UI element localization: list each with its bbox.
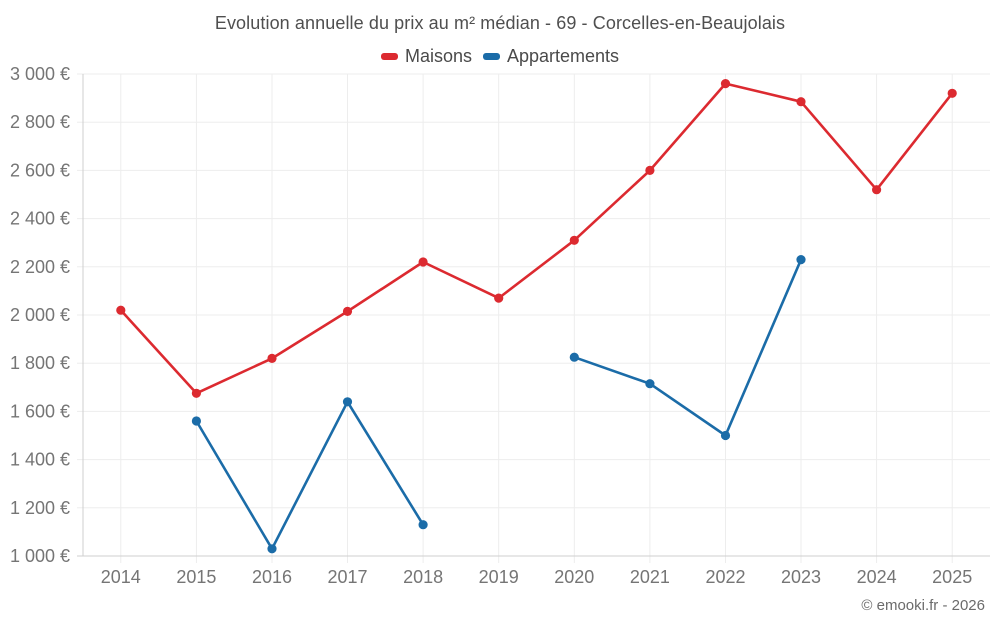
x-tick-label: 2024 bbox=[857, 567, 897, 587]
data-point-maisons-2024[interactable] bbox=[872, 185, 882, 195]
y-tick-label: 2 600 € bbox=[10, 160, 70, 180]
x-tick-label: 2014 bbox=[101, 567, 141, 587]
data-point-appartements-2018[interactable] bbox=[418, 520, 428, 530]
x-tick-label: 2021 bbox=[630, 567, 670, 587]
y-tick-label: 2 400 € bbox=[10, 209, 70, 229]
series-line-appartements bbox=[195, 400, 425, 551]
x-tick-label: 2020 bbox=[554, 567, 594, 587]
x-tick-label: 2019 bbox=[479, 567, 519, 587]
x-tick-label: 2018 bbox=[403, 567, 443, 587]
y-tick-label: 1 800 € bbox=[10, 353, 70, 373]
legend-swatch-maisons-icon bbox=[380, 53, 398, 60]
x-tick-label: 2022 bbox=[705, 567, 745, 587]
data-point-maisons-2020[interactable] bbox=[569, 235, 579, 245]
data-point-maisons-2017[interactable] bbox=[342, 306, 353, 316]
data-point-maisons-2021[interactable] bbox=[645, 165, 655, 175]
y-tick-label: 1 400 € bbox=[10, 450, 70, 470]
data-point-appartements-2022[interactable] bbox=[720, 430, 731, 441]
y-tick-label: 2 800 € bbox=[10, 112, 70, 132]
y-tick-label: 1 000 € bbox=[10, 546, 70, 566]
data-point-maisons-2018[interactable] bbox=[418, 257, 428, 267]
data-point-maisons-2022[interactable] bbox=[720, 79, 731, 89]
y-tick-label: 1 200 € bbox=[10, 498, 70, 518]
x-tick-label: 2016 bbox=[252, 567, 292, 587]
data-point-appartements-2016[interactable] bbox=[267, 544, 277, 554]
data-point-appartements-2021[interactable] bbox=[645, 379, 655, 389]
data-point-appartements-2023[interactable] bbox=[796, 255, 806, 265]
legend-swatch-appartements-icon bbox=[482, 53, 500, 60]
data-point-maisons-2025[interactable] bbox=[947, 88, 957, 98]
x-tick-label: 2025 bbox=[932, 567, 972, 587]
x-tick-label: 2015 bbox=[176, 567, 216, 587]
y-tick-label: 3 000 € bbox=[10, 64, 70, 84]
legend-label-maisons: Maisons bbox=[404, 46, 472, 66]
legend-label-appartements: Appartements bbox=[506, 46, 620, 66]
x-tick-label: 2017 bbox=[327, 567, 367, 587]
data-point-appartements-2020[interactable] bbox=[569, 352, 579, 362]
data-point-maisons-2016[interactable] bbox=[267, 353, 277, 363]
watermark: © emooki.fr - 2026 bbox=[861, 597, 985, 614]
y-tick-label: 2 000 € bbox=[10, 305, 70, 325]
data-point-maisons-2023[interactable] bbox=[796, 97, 806, 107]
data-point-appartements-2017[interactable] bbox=[342, 397, 353, 407]
y-tick-label: 1 600 € bbox=[10, 401, 70, 421]
series-line-appartements bbox=[572, 258, 803, 437]
chart-title: Evolution annuelle du prix au m² médian … bbox=[214, 13, 786, 33]
data-point-maisons-2019[interactable] bbox=[494, 293, 504, 303]
series-line-maisons bbox=[119, 82, 954, 395]
legend-item-appartements[interactable]: Appartements bbox=[482, 46, 620, 67]
y-tick-label: 2 200 € bbox=[10, 257, 70, 277]
legend-item-maisons[interactable]: Maisons bbox=[380, 46, 472, 67]
data-point-maisons-2015[interactable] bbox=[191, 388, 201, 398]
data-point-appartements-2015[interactable] bbox=[191, 416, 201, 426]
data-point-maisons-2014[interactable] bbox=[116, 305, 126, 315]
chart-legend: Maisons Appartements bbox=[0, 46, 1000, 67]
x-tick-label: 2023 bbox=[781, 567, 821, 587]
